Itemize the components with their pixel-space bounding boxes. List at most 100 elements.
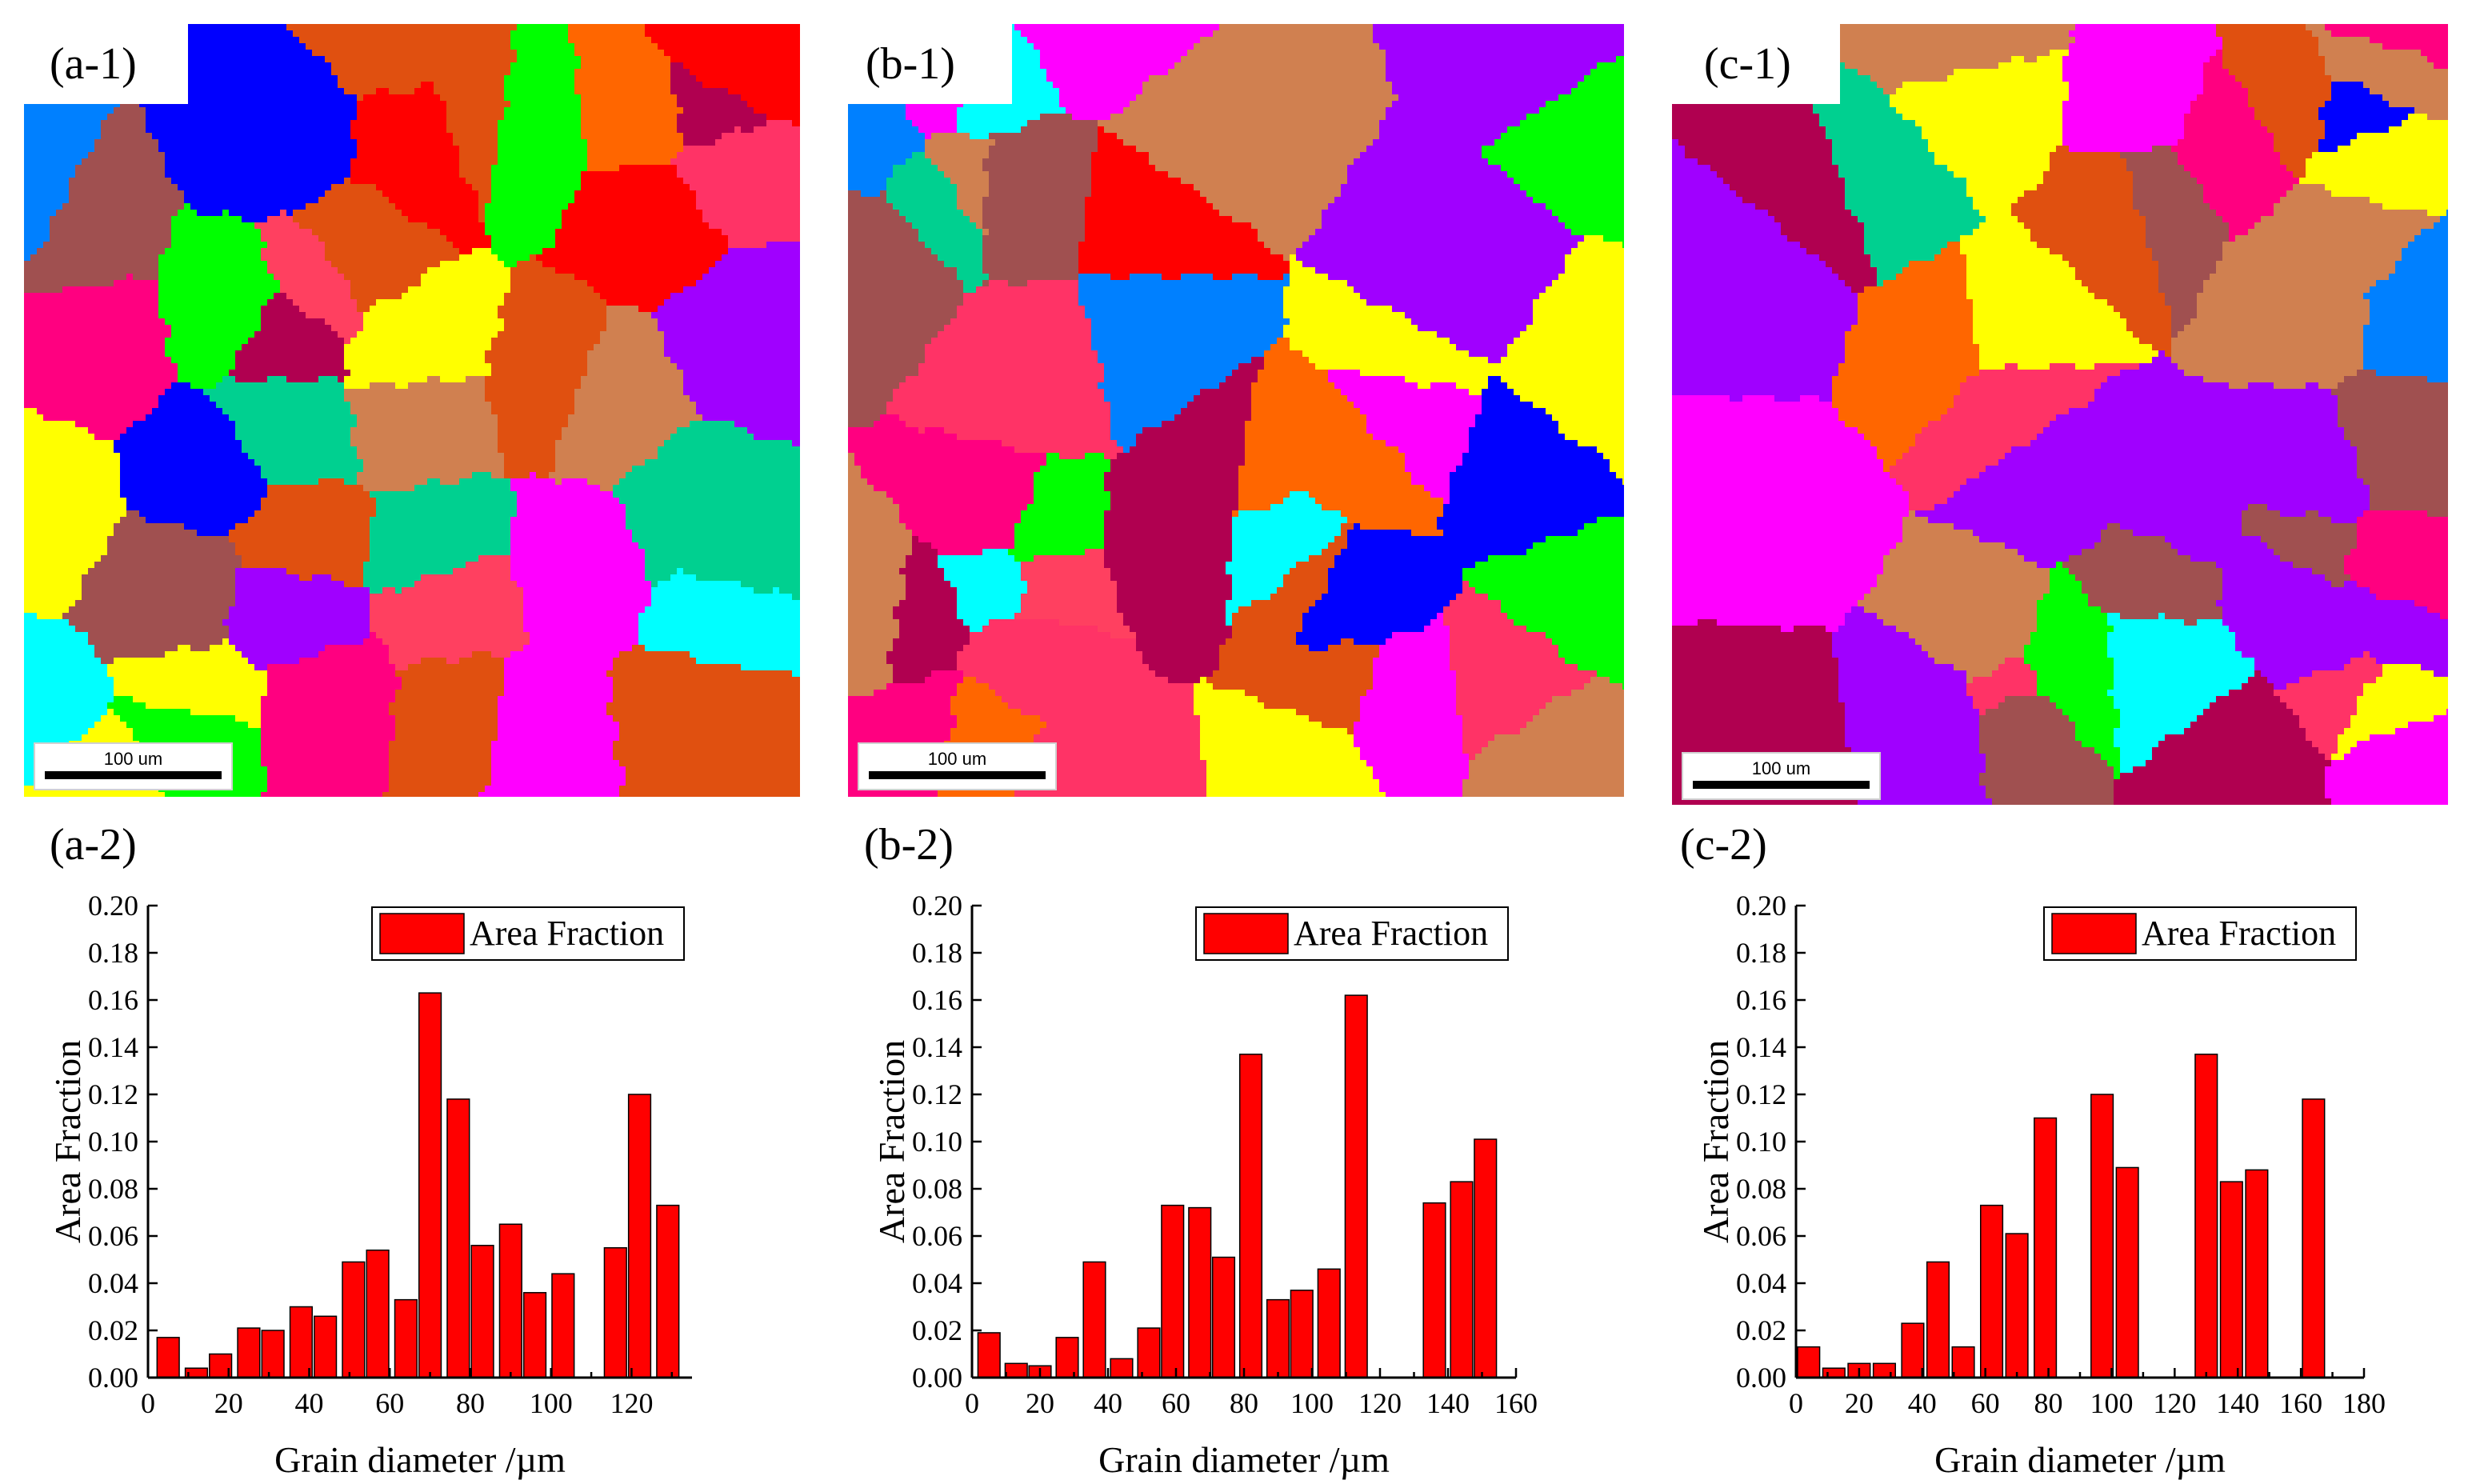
grain-cell: [363, 318, 505, 326]
grain-cell: [165, 344, 242, 351]
legend: Area Fraction: [2043, 906, 2357, 961]
grain-cell: [1845, 728, 1980, 735]
grain-cell: [1966, 683, 2038, 690]
grain-cell: [267, 261, 332, 268]
grain-cell: [350, 286, 409, 294]
grain-cell: [562, 222, 710, 230]
grain-cell: [1672, 498, 1910, 505]
grain-cell: [370, 600, 524, 607]
grain-cell: [325, 318, 364, 326]
grain-cell: [1851, 766, 1986, 774]
grain-cell: [1034, 734, 1201, 742]
grain-cell: [24, 190, 70, 198]
grain-cell: [1232, 549, 1322, 556]
grain-cell: [950, 709, 1022, 716]
grain-cell: [491, 344, 594, 351]
grain-cell: [2184, 165, 2287, 172]
grain-cell: [120, 517, 146, 524]
grain-cell: [1838, 658, 1935, 665]
grain-cell: [1672, 376, 1833, 383]
grain-cell: [120, 459, 255, 466]
grain-cell: [2235, 632, 2448, 639]
grain-cell: [2370, 312, 2448, 319]
grain-cell: [2338, 414, 2448, 422]
grain-cell: [478, 210, 486, 217]
grain-cell: [1027, 587, 1118, 594]
grain-cell: [1322, 216, 1559, 223]
grain-cell: [267, 242, 326, 249]
grain-cell: [1104, 363, 1239, 370]
grain-cell: [24, 670, 108, 678]
grain-cell: [1520, 120, 1624, 127]
grain-cell: [2158, 286, 2204, 294]
grain-cell: [146, 702, 262, 710]
grain-cell: [1520, 184, 1624, 191]
grain-cell: [1672, 274, 1839, 281]
grain-cell: [1672, 542, 1897, 550]
grain-cell: [1858, 299, 1974, 306]
grain-cell: [1858, 293, 1967, 300]
grain-cell: [1021, 606, 1118, 614]
grain-cell: [2114, 306, 2172, 313]
grain-cell: [331, 184, 377, 191]
grain-cell: [574, 75, 671, 82]
grain-cell: [1450, 491, 1624, 498]
grain-cell: [2107, 638, 2236, 646]
grain-cell: [1571, 229, 1624, 236]
grain-cell: [2338, 146, 2448, 153]
grain-cell: [619, 165, 678, 172]
grain-cell: [2299, 677, 2377, 684]
grain-cell: [645, 30, 800, 38]
grain-cell: [1373, 766, 1470, 774]
grain-cell: [82, 574, 236, 582]
grain-cell: [88, 427, 127, 434]
grain-cell: [773, 587, 780, 594]
grain-cell: [2222, 581, 2332, 588]
grain-cell: [2152, 254, 2223, 262]
bar: [446, 1098, 470, 1378]
grain-cell: [1238, 606, 1310, 614]
grain-cell: [925, 427, 945, 434]
grain-cell: [1232, 555, 1310, 562]
grain-cell: [2299, 715, 2351, 722]
grain-cell: [715, 261, 800, 268]
grain-cell: [389, 645, 524, 652]
grain-cell: [1290, 344, 1457, 351]
y-tick-label: 0.04: [912, 1267, 962, 1299]
grain-cell: [126, 510, 140, 518]
grain-cell: [957, 126, 1022, 134]
grain-cell: [1597, 62, 1624, 70]
grain-cell: [235, 542, 370, 550]
grain-cell: [24, 222, 50, 230]
grain-cell: [886, 491, 1034, 498]
grain-cell: [2050, 50, 2070, 57]
grain-cell: [1928, 146, 2057, 153]
grain-cell: [1672, 312, 1858, 319]
grain-cell: [1328, 574, 1463, 582]
bar: [1951, 1346, 1975, 1378]
grain-cell: [1533, 197, 1624, 204]
grain-cell: [2350, 574, 2448, 582]
grain-cell: [1672, 523, 1903, 530]
grain-cell: [491, 402, 575, 409]
grain-cell: [1507, 350, 1624, 358]
grain-cell: [2152, 754, 2326, 761]
grain-cell: [938, 549, 983, 556]
grain-cell: [702, 210, 800, 217]
x-axis-title: Grain diameter /µm: [274, 1439, 566, 1480]
grain-cell: [459, 165, 492, 172]
grain-cell: [2197, 293, 2364, 300]
grain-cell: [24, 734, 82, 742]
grain-cell: [24, 280, 114, 287]
grain-cell: [1851, 760, 1986, 767]
grain-cell: [171, 331, 255, 338]
grain-cell: [1232, 530, 1342, 537]
grain-cell: [664, 338, 800, 345]
grain-cell: [389, 760, 492, 767]
grain-cell: [1302, 626, 1425, 633]
grain-cell: [893, 389, 1105, 396]
grain-cell: [446, 120, 498, 127]
grain-cell: [1819, 254, 1871, 262]
grain-cell: [235, 434, 351, 441]
grain-cell: [1986, 786, 2114, 793]
